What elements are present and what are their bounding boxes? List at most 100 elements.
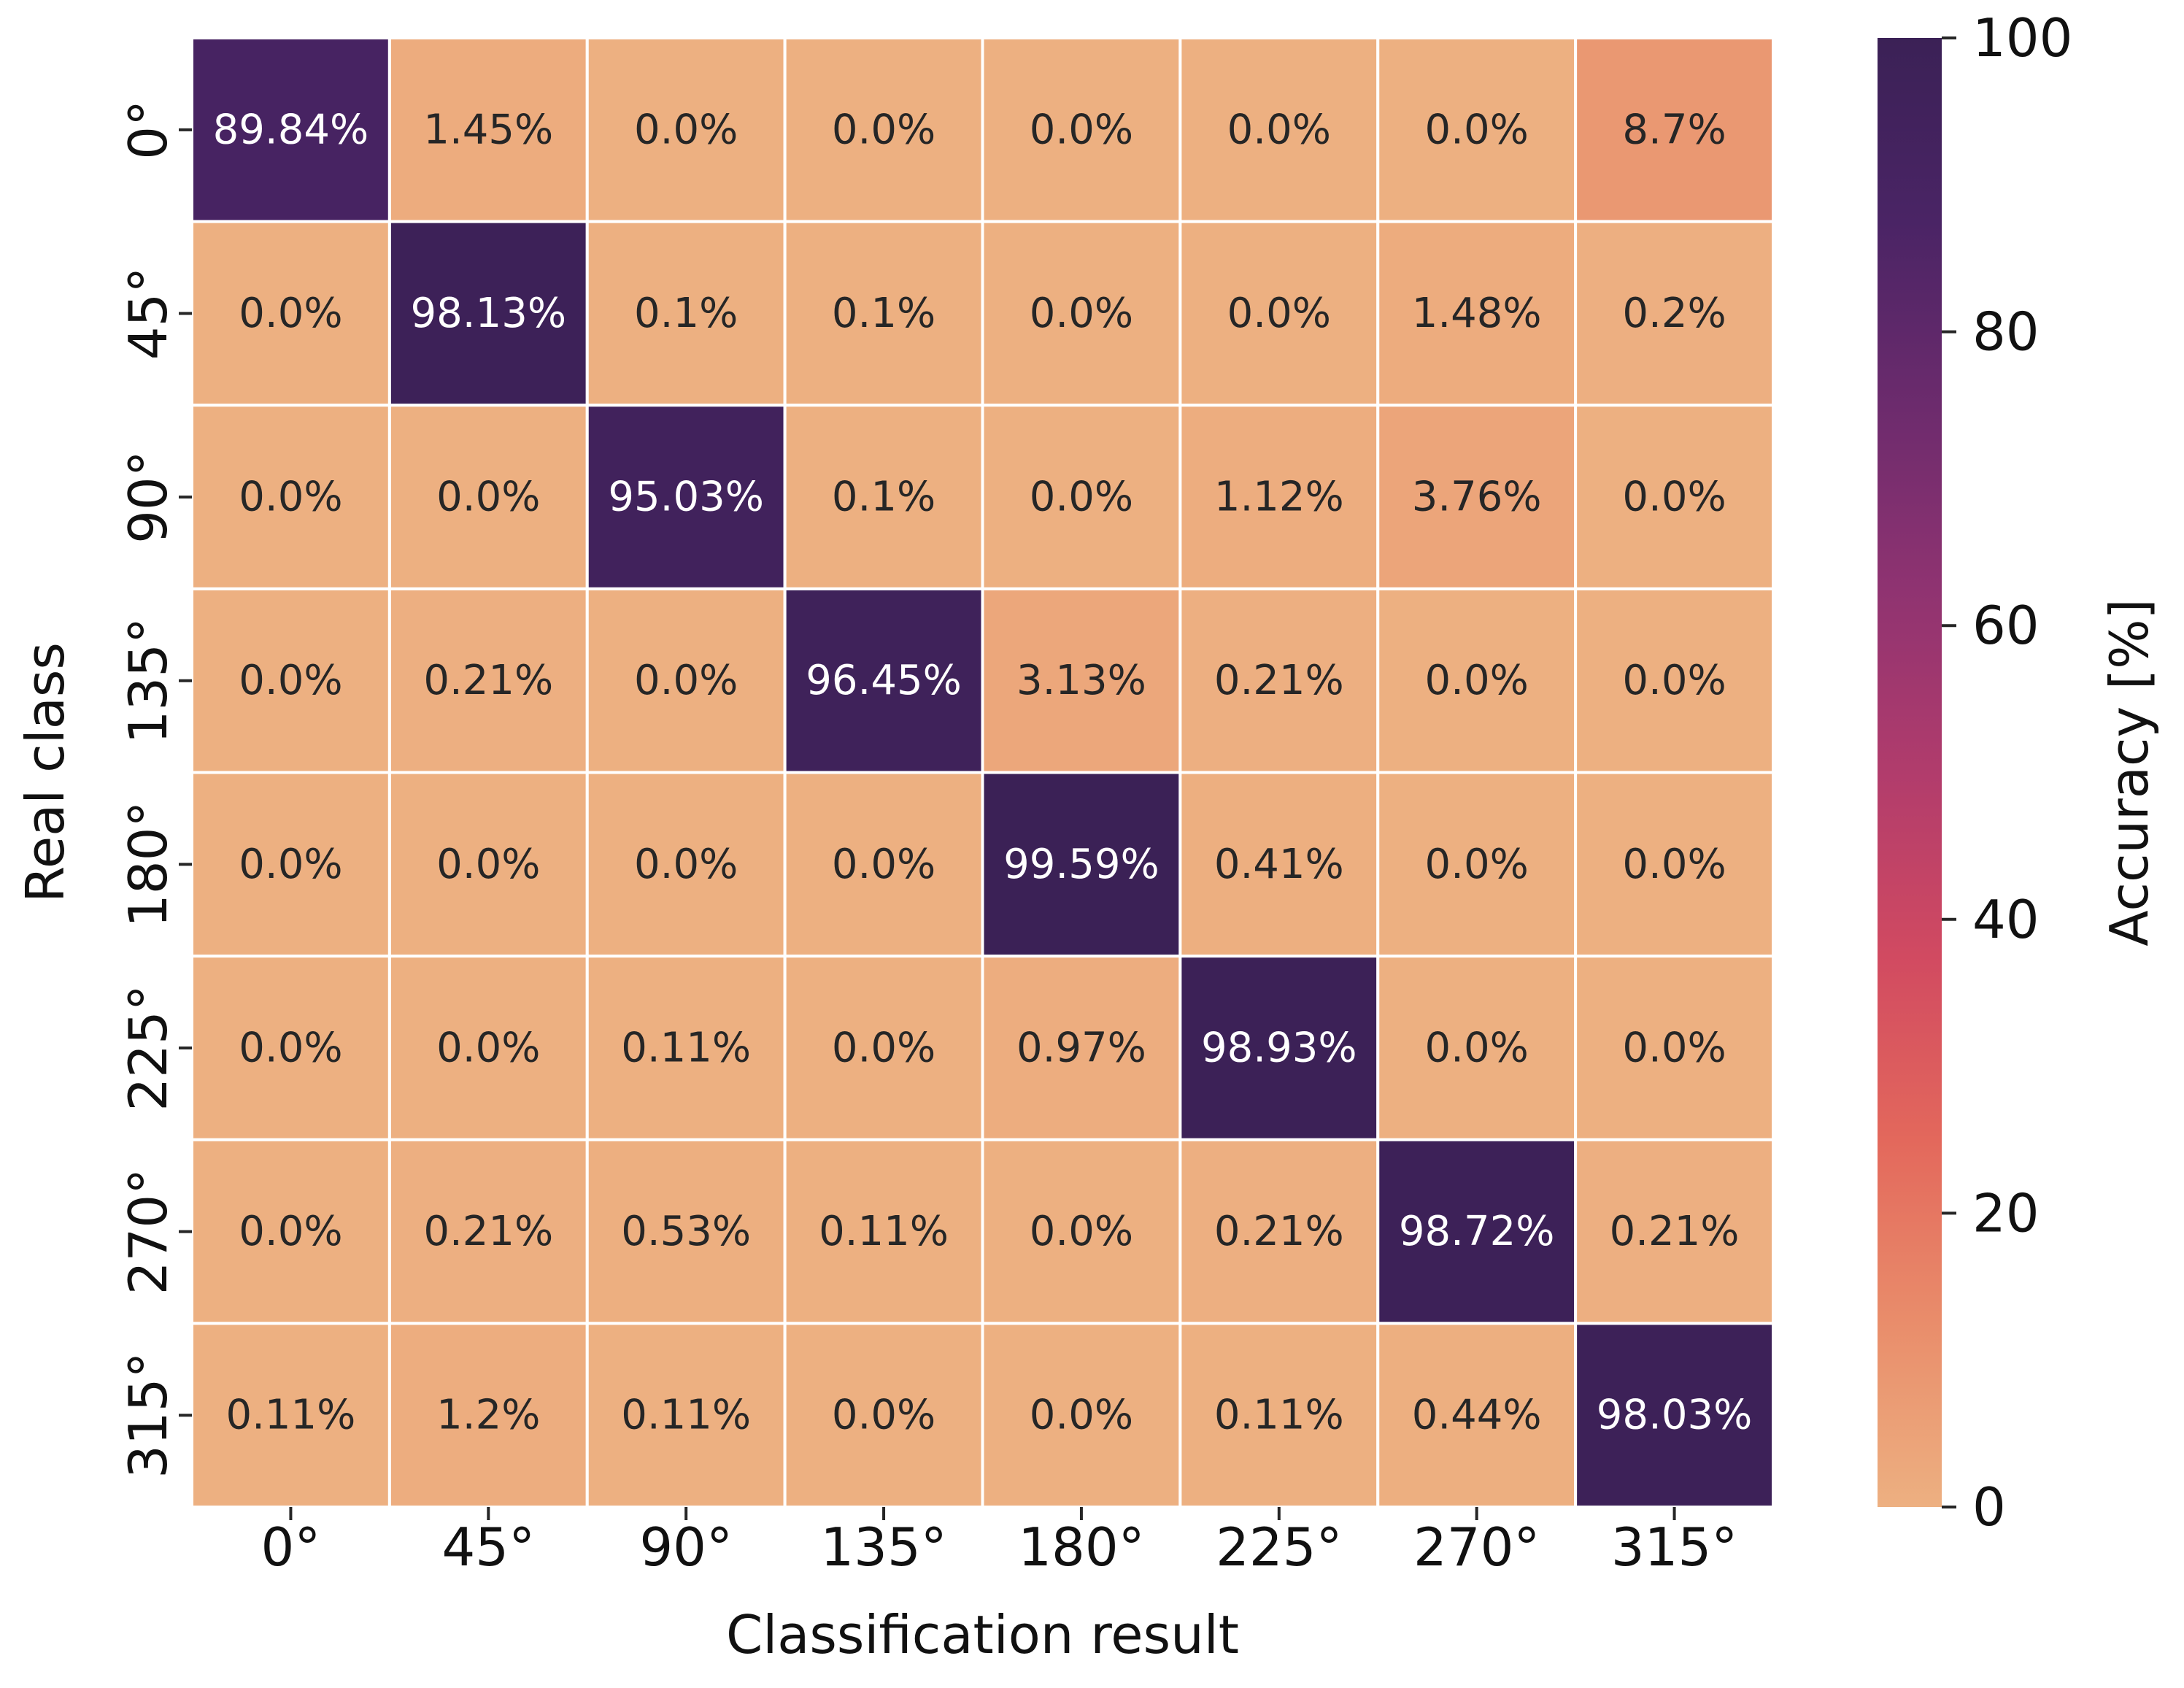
heatmap-cell [1376,771,1578,958]
cell-value-label: 8.7% [1622,106,1726,153]
cell-value-label: 1.12% [1214,474,1344,521]
heatmap-cell [387,36,589,223]
x-tick-label: 225° [1216,1516,1342,1578]
cell-value-label: 0.0% [832,1392,935,1439]
cell-value-label: 0.11% [225,1392,355,1439]
x-tick-label: 315° [1611,1516,1737,1578]
y-tick-label: 315° [117,1352,179,1478]
cell-value-label: 0.0% [239,1208,342,1255]
cell-value-label: 1.48% [1412,290,1542,337]
cell-value-label: 0.0% [1622,841,1726,888]
heatmap-cell-labels: 89.84% 1.45% 0.0% 0.0% 0.0% 0.0% 0.0% 8.7% 0.0% 9… [213,106,1753,1438]
cell-value-label: 0.0% [1425,1024,1529,1071]
cell-value-label: 0.0% [1622,474,1726,521]
heatmap-cell [1574,404,1775,590]
heatmap-cell [387,404,589,590]
cell-value-label: 0.0% [1030,106,1133,153]
cell-value-label: 98.03% [1597,1392,1753,1439]
x-tick-label: 45° [442,1516,536,1578]
cell-value-label: 0.1% [832,290,935,337]
cell-value-label: 0.0% [239,657,342,704]
cell-value-label: 96.45% [806,657,962,704]
cell-value-label: 98.13% [411,290,567,337]
heatmap-cell [783,587,984,774]
cell-value-label: 3.76% [1412,474,1542,521]
x-axis: 0° 45° 90° 135° 180° 225° 270° 315° [261,1507,1737,1578]
heatmap-cell [1574,955,1775,1141]
cell-value-label: 0.0% [634,657,738,704]
x-tick-label: 135° [820,1516,946,1578]
heatmap-cell [783,36,984,223]
heatmap-cell [585,587,787,774]
cell-value-label: 0.2% [1622,290,1726,337]
heatmap-cell [190,36,391,223]
cell-value-label: 0.11% [819,1208,949,1255]
colorbar-label: Accuracy [%] [2099,598,2160,946]
y-tick-label: 135° [117,617,179,744]
cell-value-label: 0.41% [1214,841,1344,888]
heatmap-cell [1574,1322,1775,1508]
heatmap-cells [190,36,1775,1508]
colorbar-ticks: 0 20 40 60 80 100 [1942,7,2072,1538]
heatmap-cell [1574,1138,1775,1325]
heatmap-cell [783,404,984,590]
heatmap-cell [981,771,1182,958]
cell-value-label: 0.0% [436,1024,540,1071]
cell-value-label: 89.84% [213,106,369,153]
cell-value-label: 0.0% [1425,657,1529,704]
cell-value-label: 0.0% [634,106,738,153]
cell-value-label: 0.11% [1214,1392,1344,1439]
heatmap-cell [1574,220,1775,407]
y-tick-label: 180° [117,801,179,928]
cell-value-label: 0.0% [1030,474,1133,521]
cell-value-label: 0.0% [436,474,540,521]
colorbar-tick-label: 0 [1972,1476,2006,1538]
x-tick-label: 90° [639,1516,733,1578]
cell-value-label: 0.97% [1016,1024,1146,1071]
heatmap-cell [981,404,1182,590]
heatmap-cell [783,771,984,958]
y-tick-label: 0° [117,100,179,160]
heatmap-cell [981,1322,1182,1508]
cell-value-label: 0.0% [1227,106,1331,153]
x-tick-label: 180° [1018,1516,1144,1578]
cell-value-label: 1.2% [436,1392,540,1439]
x-axis-label: Classification result [726,1604,1239,1665]
cell-value-label: 0.0% [634,841,738,888]
cell-value-label: 0.0% [239,474,342,521]
cell-value-label: 0.21% [1610,1208,1740,1255]
heatmap-cell [981,955,1182,1141]
cell-value-label: 99.59% [1003,841,1159,888]
cell-value-label: 0.0% [239,1024,342,1071]
heatmap-cell [585,36,787,223]
x-tick-label: 270° [1413,1516,1540,1578]
heatmap-cell [387,220,589,407]
colorbar-tick-label: 20 [1972,1182,2040,1244]
heatmap-cell [981,1138,1182,1325]
heatmap-cell [1178,771,1380,958]
heatmap-cell [585,1138,787,1325]
heatmap-cell [1178,220,1380,407]
cell-value-label: 0.21% [423,1208,553,1255]
colorbar-tick-label: 60 [1972,595,2040,656]
cell-value-label: 98.93% [1201,1024,1357,1071]
cell-value-label: 0.21% [1214,657,1344,704]
cell-value-label: 0.11% [621,1392,751,1439]
y-tick-label: 270° [117,1168,179,1295]
cell-value-label: 0.0% [832,106,935,153]
cell-value-label: 0.0% [1425,841,1529,888]
heatmap-cell [387,955,589,1141]
cell-value-label: 95.03% [608,474,764,521]
cell-value-label: 0.44% [1412,1392,1542,1439]
cell-value-label: 0.0% [832,1024,935,1071]
heatmap-cell [190,587,391,774]
cell-value-label: 0.11% [621,1024,751,1071]
heatmap-cell [1376,955,1578,1141]
colorbar-tick-label: 100 [1972,7,2072,69]
cell-value-label: 0.0% [1030,290,1133,337]
heatmap-cell [783,220,984,407]
cell-value-label: 0.0% [1227,290,1331,337]
cell-value-label: 0.53% [621,1208,751,1255]
cell-value-label: 3.13% [1016,657,1146,704]
cell-value-label: 0.0% [239,290,342,337]
